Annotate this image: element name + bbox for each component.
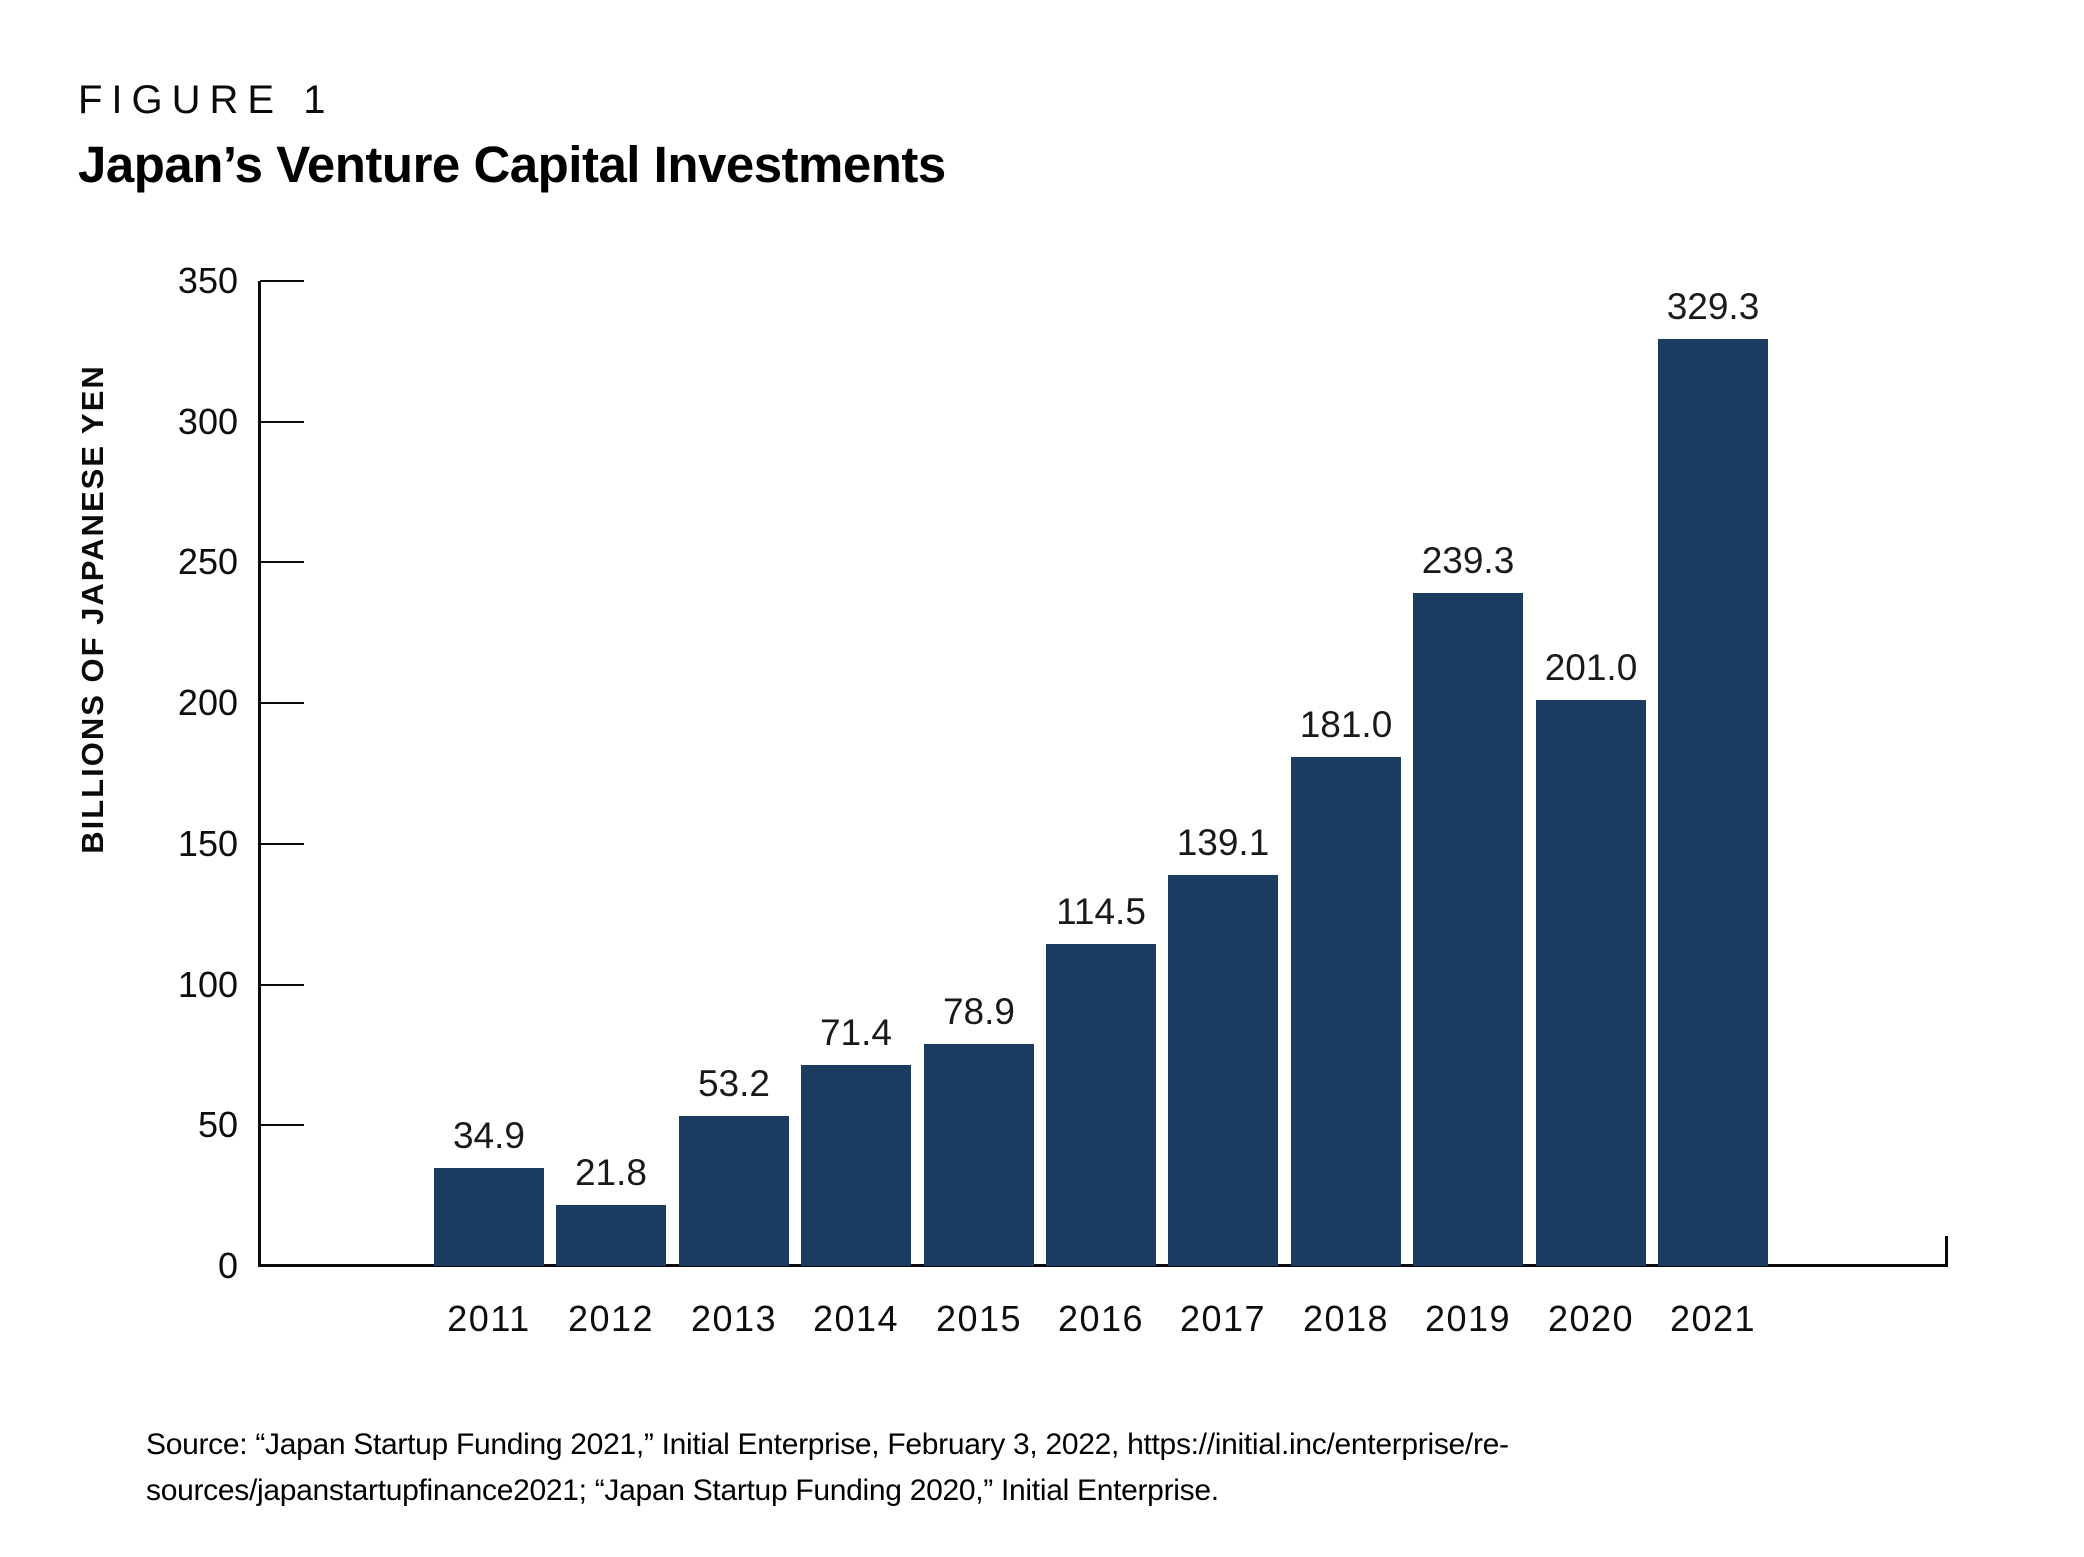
figure-number-label: FIGURE 1 [78, 78, 335, 122]
value-label-2021: 329.3 [1666, 286, 1760, 327]
bar-2020 [1536, 700, 1646, 1266]
x-tick-label-2019: 2019 [1424, 1298, 1512, 1339]
figure-title: Japan’s Venture Capital Investments [78, 136, 946, 193]
y-tick-label-0: 0 [217, 1245, 238, 1286]
x-tick-label-2014: 2014 [812, 1298, 900, 1339]
bar-2014 [801, 1065, 911, 1266]
bar-2012 [556, 1205, 666, 1266]
bar-2013 [679, 1116, 789, 1266]
y-tick-label-350: 350 [177, 260, 238, 301]
y-tick-50 [260, 1124, 304, 1126]
value-label-2013: 53.2 [697, 1063, 770, 1104]
y-tick-350 [260, 280, 304, 282]
y-tick-100 [260, 984, 304, 986]
y-tick-label-250: 250 [177, 541, 238, 582]
bar-2016 [1046, 944, 1156, 1266]
y-tick-250 [260, 561, 304, 563]
value-label-2015: 78.9 [942, 991, 1015, 1032]
value-label-2018: 181.0 [1299, 704, 1393, 745]
figure-header: FIGURE 1 Japan’s Venture Capital Investm… [78, 78, 946, 194]
x-tick-label-2015: 2015 [935, 1298, 1023, 1339]
bar-2021 [1658, 339, 1768, 1266]
y-tick-label-150: 150 [177, 823, 238, 864]
x-axis-end-tick [1945, 1236, 1948, 1267]
y-axis-line [258, 281, 261, 1267]
value-label-2011: 34.9 [452, 1115, 525, 1156]
source-line-2: sources/japanstartupfinance2021; “Japan … [146, 1474, 1219, 1507]
value-label-2017: 139.1 [1176, 822, 1270, 863]
bar-2019 [1413, 593, 1523, 1266]
value-label-2016: 114.5 [1056, 891, 1146, 932]
value-label-2019: 239.3 [1421, 540, 1515, 581]
y-tick-label-100: 100 [177, 964, 238, 1005]
y-tick-300 [260, 421, 304, 423]
x-tick-label-2017: 2017 [1179, 1298, 1267, 1339]
x-tick-label-2018: 2018 [1302, 1298, 1390, 1339]
value-label-2014: 71.4 [819, 1012, 892, 1053]
y-tick-label-300: 300 [177, 401, 238, 442]
bar-2018 [1291, 757, 1401, 1266]
y-tick-label-50: 50 [197, 1104, 238, 1145]
value-label-2012: 21.8 [574, 1152, 647, 1193]
x-tick-label-2012: 2012 [567, 1298, 655, 1339]
x-tick-label-2020: 2020 [1547, 1298, 1635, 1339]
x-tick-label-2011: 2011 [447, 1298, 531, 1339]
y-tick-200 [260, 702, 304, 704]
y-tick-150 [260, 843, 304, 845]
source-line-1: Source: “Japan Startup Funding 2021,” In… [146, 1428, 1509, 1461]
x-tick-label-2021: 2021 [1669, 1298, 1757, 1339]
value-label-2020: 201.0 [1544, 647, 1638, 688]
x-tick-label-2016: 2016 [1057, 1298, 1145, 1339]
source-note: Source: “Japan Startup Funding 2021,” In… [146, 1422, 1509, 1514]
x-tick-label-2013: 2013 [690, 1298, 778, 1339]
bar-2017 [1168, 875, 1278, 1266]
bar-2015 [924, 1044, 1034, 1266]
y-tick-label-200: 200 [177, 682, 238, 723]
bar-2011 [434, 1168, 544, 1266]
